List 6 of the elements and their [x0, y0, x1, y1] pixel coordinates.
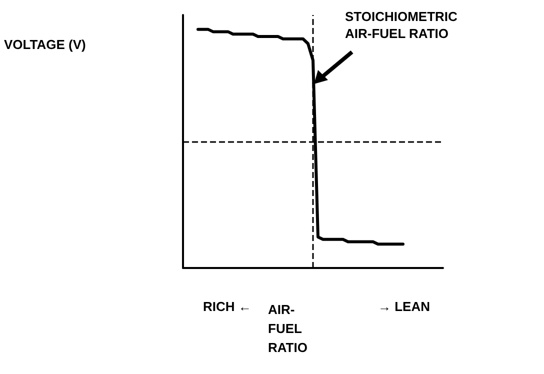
text: AIR- FUEL RATIO	[268, 302, 308, 355]
text: → LEAN	[378, 299, 430, 314]
text: RICH ←	[203, 299, 252, 314]
text: VOLTAGE (V)	[4, 37, 86, 52]
x-axis-title: AIR-FUEL RATIO	[345, 26, 449, 41]
text: STOICHIOMETRIC	[345, 9, 458, 24]
